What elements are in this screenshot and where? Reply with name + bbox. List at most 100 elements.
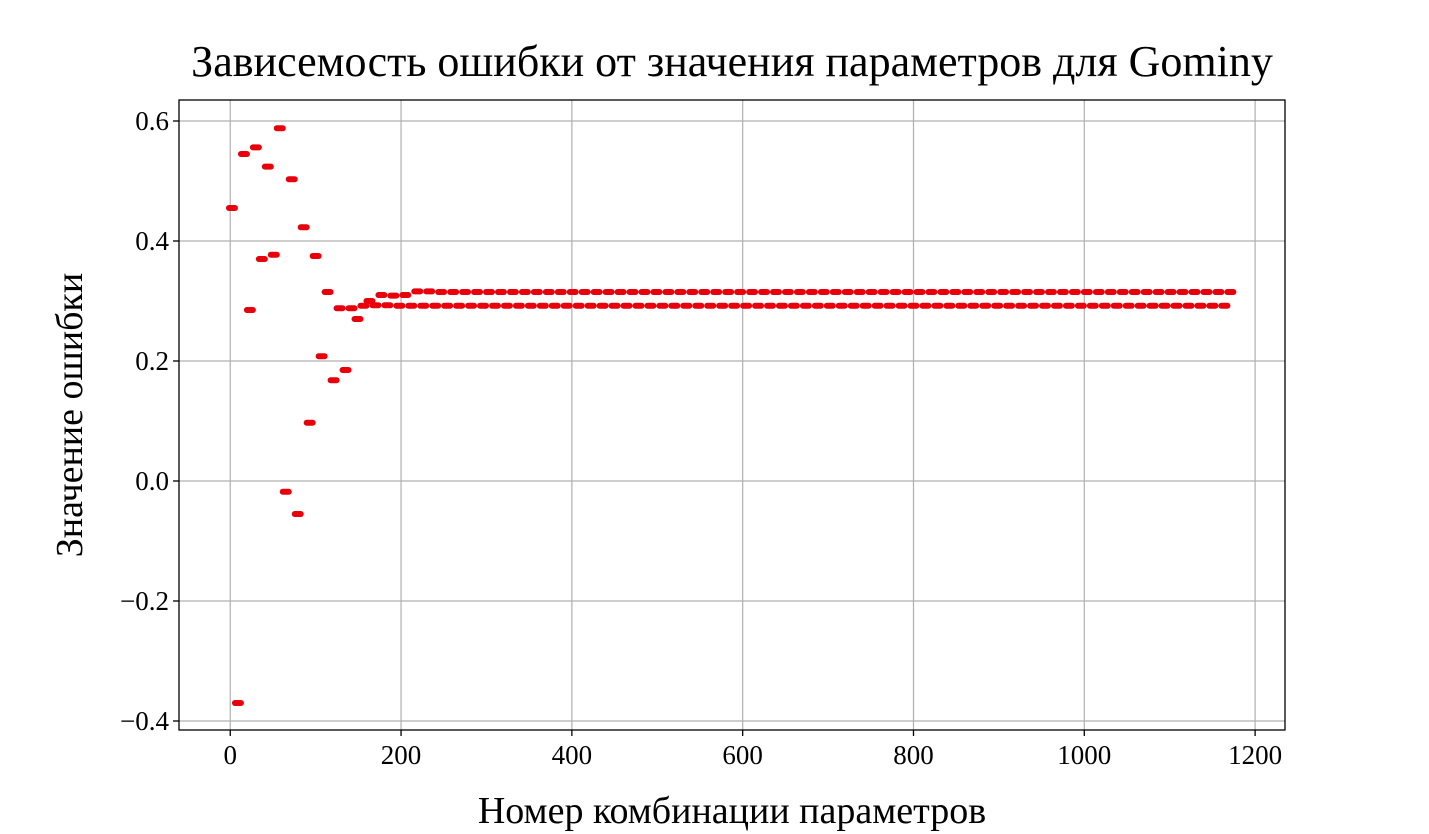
data-point: [746, 289, 759, 295]
data-point: [351, 316, 364, 322]
data-point: [303, 419, 316, 426]
data-point: [931, 302, 944, 309]
data-point: [429, 302, 442, 309]
data-point: [781, 289, 794, 295]
data-point: [512, 302, 525, 309]
data-point: [758, 289, 771, 295]
x-axis-label: Номер комбинации параметров: [478, 790, 986, 832]
data-point: [865, 289, 878, 295]
data-point: [853, 289, 866, 295]
data-point: [1182, 302, 1195, 309]
data-point: [494, 289, 507, 295]
data-point: [889, 289, 902, 295]
y-tick-label: 0.4: [135, 226, 169, 256]
data-point: [638, 289, 651, 295]
chart-title: Зависемость ошибки от значения параметро…: [191, 37, 1273, 86]
data-point: [949, 289, 962, 295]
data-point: [775, 302, 788, 309]
data-point: [787, 302, 800, 309]
data-point: [997, 289, 1010, 295]
data-point: [548, 302, 561, 309]
data-point: [799, 302, 812, 309]
data-point: [483, 289, 496, 295]
data-point: [1021, 289, 1034, 295]
data-point: [1212, 289, 1225, 295]
data-point: [1152, 289, 1165, 295]
data-point: [333, 305, 346, 312]
data-point: [973, 289, 986, 295]
data-point: [1050, 302, 1063, 309]
plot-frame: [178, 99, 1286, 731]
data-point: [1128, 289, 1141, 295]
data-point: [1044, 289, 1057, 295]
data-point: [596, 302, 609, 309]
grid: [179, 100, 1285, 730]
data-point: [1122, 302, 1135, 309]
data-point: [955, 302, 968, 309]
data-point: [345, 305, 358, 312]
y-axis-label: Значение ошибки: [49, 273, 91, 557]
data-point: [961, 289, 974, 295]
data-point: [1134, 302, 1147, 309]
data-point: [943, 302, 956, 309]
data-point: [506, 289, 519, 295]
x-tick-label: 600: [722, 740, 763, 770]
data-point: [399, 292, 412, 298]
data-point: [447, 289, 460, 295]
data-point: [1218, 302, 1231, 309]
data-point: [309, 253, 322, 259]
data-point: [465, 302, 478, 309]
data-point: [1164, 289, 1177, 295]
data-point: [590, 289, 603, 295]
data-point: [877, 289, 890, 295]
data-point: [435, 289, 448, 295]
data-point: [339, 367, 352, 373]
data-point: [817, 289, 830, 295]
data-point: [674, 289, 687, 295]
data-point: [985, 289, 998, 295]
data-point: [835, 302, 848, 309]
data-point: [1170, 302, 1183, 309]
data-point: [1116, 289, 1129, 295]
data-point: [614, 289, 627, 295]
data-point: [979, 302, 992, 309]
data-point: [1033, 289, 1046, 295]
data-point: [847, 302, 860, 309]
data-point: [297, 224, 310, 231]
y-tick-label: 0.6: [135, 106, 169, 136]
y-tick-label: −0.2: [120, 586, 169, 616]
data-point: [393, 302, 406, 309]
data-point: [841, 289, 854, 295]
data-point: [1104, 289, 1117, 295]
data-point: [662, 289, 675, 295]
data-point: [692, 302, 705, 309]
y-tick-label: 0.2: [135, 346, 169, 376]
data-point: [1068, 289, 1081, 295]
data-point: [1176, 289, 1189, 295]
data-point: [315, 353, 328, 360]
data-point: [811, 302, 824, 309]
data-point: [584, 302, 597, 309]
data-point: [728, 302, 741, 309]
data-point: [895, 302, 908, 309]
data-point: [273, 125, 286, 132]
data-point: [566, 289, 579, 295]
data-point: [249, 144, 262, 151]
data-point: [686, 289, 699, 295]
data-point: [261, 163, 274, 170]
x-tick-label: 0: [223, 740, 237, 770]
data-point: [1092, 289, 1105, 295]
data-point: [441, 302, 454, 309]
data-point: [1015, 302, 1028, 309]
data-point: [644, 302, 657, 309]
data-point: [542, 289, 555, 295]
data-point: [375, 292, 388, 298]
data-point: [656, 302, 669, 309]
data-point: [650, 289, 663, 295]
data-point: [1110, 302, 1123, 309]
data-point: [925, 289, 938, 295]
data-point: [237, 151, 250, 157]
data-point: [710, 289, 723, 295]
data-point: [1158, 302, 1171, 309]
